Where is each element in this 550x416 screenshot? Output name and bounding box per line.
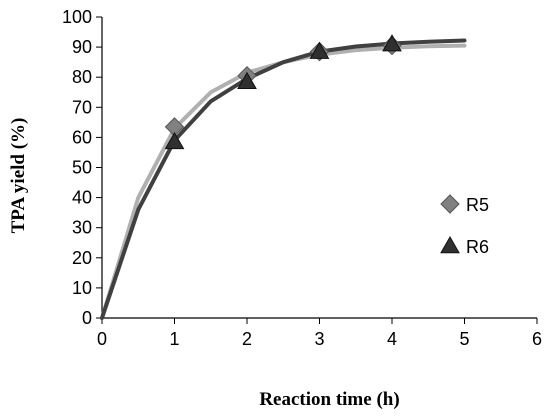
x-tick-label: 3 xyxy=(314,329,324,349)
y-tick-label: 40 xyxy=(72,188,92,208)
y-tick-label: 70 xyxy=(72,97,92,117)
y-tick-label: 0 xyxy=(82,308,92,328)
x-tick-label: 1 xyxy=(169,329,179,349)
y-tick-label: 100 xyxy=(62,7,92,27)
series-markers xyxy=(164,34,402,150)
y-tick-label: 80 xyxy=(72,67,92,87)
x-tick-label: 2 xyxy=(242,329,252,349)
legend-label-r5: R5 xyxy=(466,195,489,215)
axes xyxy=(101,17,537,319)
data-point-r6 xyxy=(164,131,185,150)
legend: R5 R6 xyxy=(440,194,489,257)
y-tick-label: 60 xyxy=(72,127,92,147)
data-point-r6 xyxy=(382,34,402,52)
x-tick-label: 6 xyxy=(532,329,542,349)
series-line-r6 xyxy=(100,38,467,320)
legend-marker-r5 xyxy=(440,194,460,214)
y-tick-label: 30 xyxy=(72,218,92,238)
legend-marker-r6 xyxy=(440,235,460,254)
y-tick-label: 50 xyxy=(72,158,92,178)
x-tick-label: 0 xyxy=(97,329,107,349)
y-tick-label: 20 xyxy=(72,248,92,268)
y-axis-ticks: 0 10 20 30 40 50 60 70 80 90 100 xyxy=(62,7,102,328)
y-axis-title: TPA yield (%) xyxy=(8,118,29,234)
y-tick-label: 90 xyxy=(72,37,92,57)
x-tick-label: 5 xyxy=(459,329,469,349)
x-axis-title: Reaction time (h) xyxy=(259,389,399,410)
data-point-r6 xyxy=(237,71,257,89)
x-tick-label: 4 xyxy=(387,329,397,349)
legend-label-r6: R6 xyxy=(466,237,489,257)
data-point-r6 xyxy=(309,41,330,59)
series-line-r5 xyxy=(100,43,467,320)
y-tick-label: 10 xyxy=(72,278,92,298)
series-lines xyxy=(100,38,467,320)
x-axis-ticks: 0 1 2 3 4 5 6 xyxy=(97,318,542,349)
